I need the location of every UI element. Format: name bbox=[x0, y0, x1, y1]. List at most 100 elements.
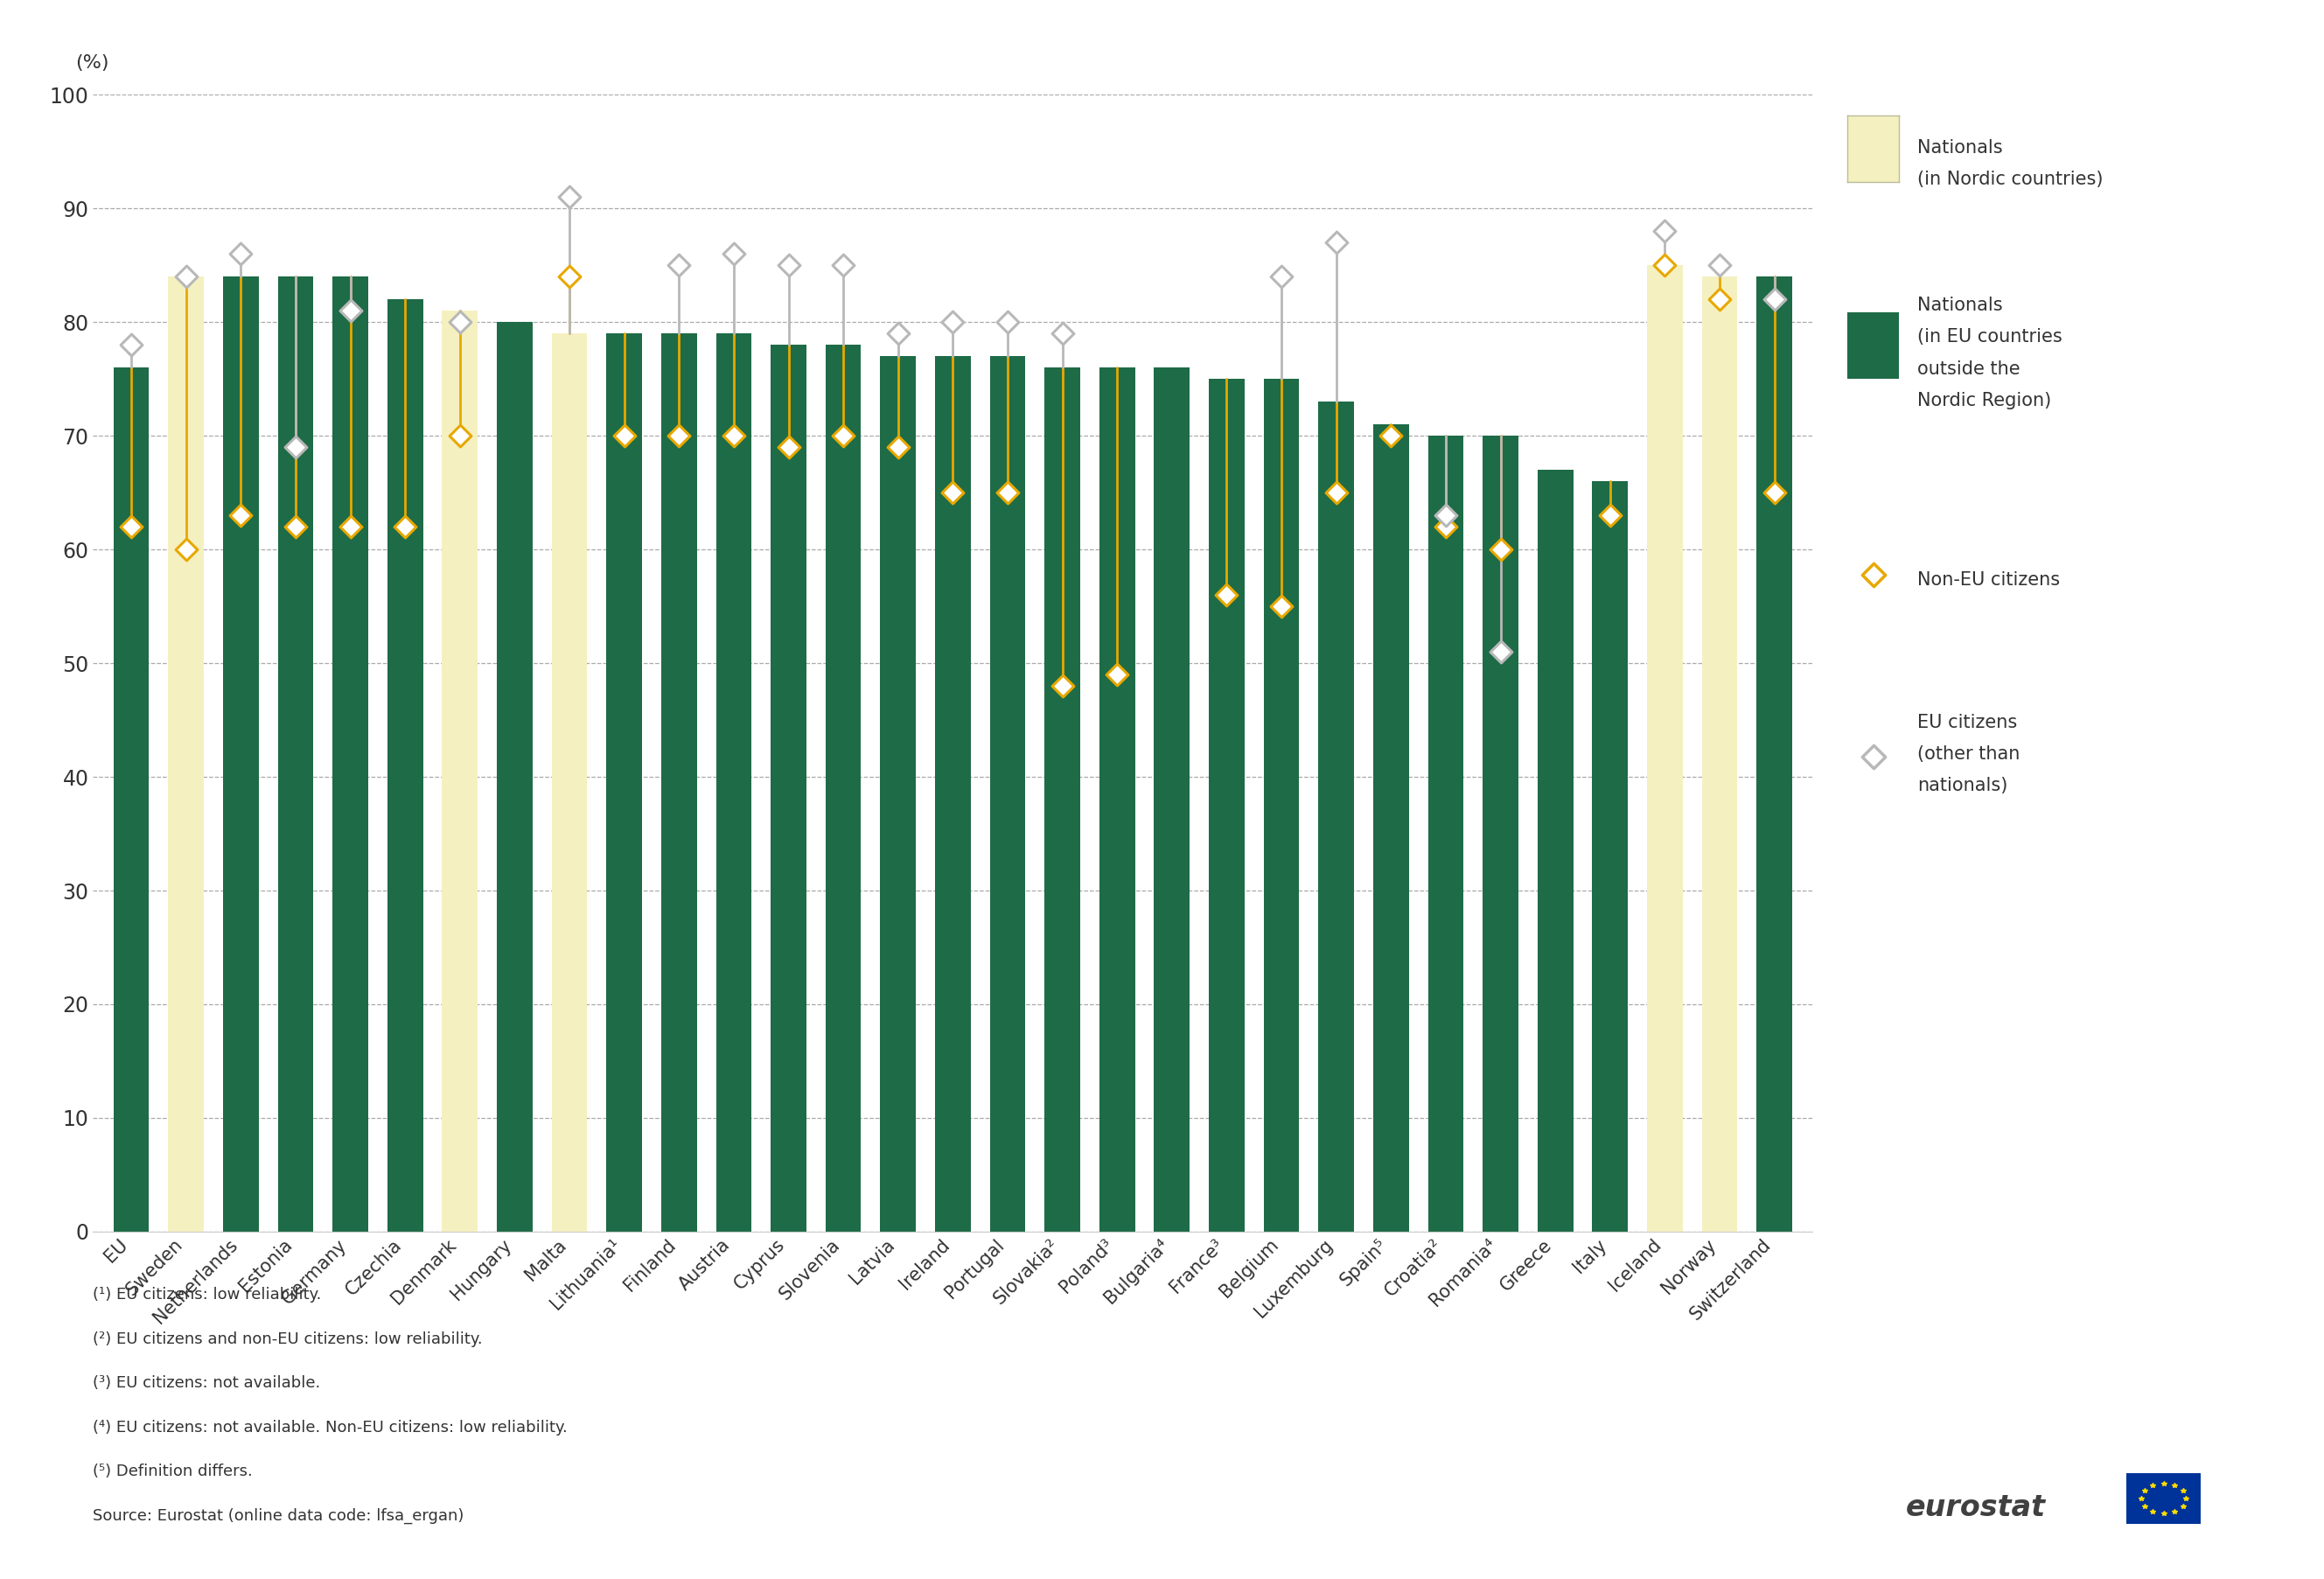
Point bbox=[769, 434, 806, 459]
Point bbox=[1483, 537, 1520, 562]
Bar bbox=[716, 333, 751, 1232]
Point bbox=[1373, 423, 1411, 448]
Text: (in Nordic countries): (in Nordic countries) bbox=[1917, 171, 2103, 188]
Text: (⁵) Definition differs.: (⁵) Definition differs. bbox=[93, 1464, 253, 1480]
Text: (⁴) EU citizens: not available. Non-EU citizens: low reliability.: (⁴) EU citizens: not available. Non-EU c… bbox=[93, 1420, 567, 1435]
Point bbox=[1757, 287, 1794, 313]
Bar bbox=[279, 276, 314, 1232]
Point bbox=[878, 434, 916, 459]
Point bbox=[1427, 515, 1464, 540]
Point bbox=[1318, 231, 1355, 256]
Bar bbox=[772, 344, 806, 1232]
Text: (¹) EU citizens: low reliability.: (¹) EU citizens: low reliability. bbox=[93, 1287, 321, 1303]
Point bbox=[878, 321, 916, 346]
Point bbox=[1043, 321, 1081, 346]
Bar bbox=[223, 276, 258, 1232]
Point bbox=[1262, 264, 1299, 289]
Bar bbox=[662, 333, 697, 1232]
Point bbox=[551, 264, 588, 289]
Point bbox=[332, 298, 370, 324]
Point bbox=[934, 309, 971, 335]
Point bbox=[551, 185, 588, 210]
Bar bbox=[1757, 276, 1792, 1232]
Point bbox=[2087, 442, 2124, 467]
Text: (³) EU citizens: not available.: (³) EU citizens: not available. bbox=[93, 1375, 321, 1391]
Bar bbox=[825, 344, 862, 1232]
Bar bbox=[114, 368, 149, 1232]
Bar bbox=[934, 357, 971, 1232]
Point bbox=[660, 253, 697, 278]
Point bbox=[990, 480, 1027, 505]
Bar bbox=[1264, 379, 1299, 1232]
Bar bbox=[332, 276, 367, 1232]
Point bbox=[769, 253, 806, 278]
Bar bbox=[1099, 368, 1134, 1232]
Point bbox=[1592, 502, 1629, 527]
Bar bbox=[1043, 368, 1081, 1232]
Bar bbox=[551, 333, 588, 1232]
Bar bbox=[1318, 401, 1355, 1232]
Bar bbox=[1483, 436, 1518, 1232]
Point bbox=[1645, 253, 1683, 278]
Text: Non-EU citizens: Non-EU citizens bbox=[1917, 572, 2059, 589]
Point bbox=[167, 264, 205, 289]
Point bbox=[332, 515, 370, 540]
Bar bbox=[167, 276, 205, 1232]
Text: Nordic Region): Nordic Region) bbox=[1917, 392, 2052, 409]
Point bbox=[1483, 639, 1520, 665]
Text: (²) EU citizens and non-EU citizens: low reliability.: (²) EU citizens and non-EU citizens: low… bbox=[93, 1331, 483, 1347]
Bar bbox=[1648, 265, 1683, 1232]
Text: eurostat: eurostat bbox=[1906, 1494, 2045, 1522]
Bar bbox=[1701, 276, 1738, 1232]
Point bbox=[1757, 480, 1794, 505]
Point bbox=[716, 423, 753, 448]
Point bbox=[716, 242, 753, 267]
Point bbox=[277, 434, 314, 459]
Text: Source: Eurostat (online data code: lfsa_ergan): Source: Eurostat (online data code: lfsa… bbox=[93, 1508, 465, 1524]
Text: Nationals: Nationals bbox=[1917, 297, 2003, 314]
Bar bbox=[1427, 436, 1464, 1232]
Text: outside the: outside the bbox=[1917, 360, 2020, 377]
Bar bbox=[607, 333, 641, 1232]
Text: (%): (%) bbox=[77, 55, 109, 73]
Text: (in EU countries: (in EU countries bbox=[1917, 328, 2061, 346]
Bar bbox=[1155, 368, 1190, 1232]
Bar bbox=[1592, 482, 1627, 1232]
Point bbox=[386, 515, 423, 540]
Bar bbox=[881, 357, 916, 1232]
Point bbox=[825, 423, 862, 448]
Point bbox=[825, 253, 862, 278]
Point bbox=[112, 515, 149, 540]
Bar bbox=[1538, 471, 1573, 1232]
Point bbox=[1043, 673, 1081, 698]
Point bbox=[223, 502, 260, 527]
Bar bbox=[442, 311, 479, 1232]
Point bbox=[277, 515, 314, 540]
Point bbox=[167, 537, 205, 562]
Bar bbox=[1373, 425, 1408, 1232]
Text: Nationals: Nationals bbox=[1917, 139, 2003, 156]
Point bbox=[1701, 287, 1738, 313]
Point bbox=[1262, 594, 1299, 619]
Point bbox=[1318, 480, 1355, 505]
Point bbox=[442, 423, 479, 448]
Point bbox=[1645, 218, 1683, 243]
Text: EU citizens: EU citizens bbox=[1917, 714, 2017, 731]
Point bbox=[990, 309, 1027, 335]
Point bbox=[1208, 583, 1246, 608]
Bar bbox=[990, 357, 1025, 1232]
Point bbox=[112, 332, 149, 357]
Point bbox=[660, 423, 697, 448]
Text: (other than: (other than bbox=[1917, 745, 2020, 763]
Point bbox=[1099, 662, 1136, 687]
Point bbox=[2087, 261, 2124, 286]
Point bbox=[934, 480, 971, 505]
Point bbox=[607, 423, 644, 448]
Bar bbox=[497, 322, 532, 1232]
Text: nationals): nationals) bbox=[1917, 777, 2008, 794]
Point bbox=[1427, 502, 1464, 527]
Bar bbox=[1208, 379, 1243, 1232]
Bar bbox=[388, 300, 423, 1232]
Point bbox=[223, 242, 260, 267]
Point bbox=[442, 309, 479, 335]
